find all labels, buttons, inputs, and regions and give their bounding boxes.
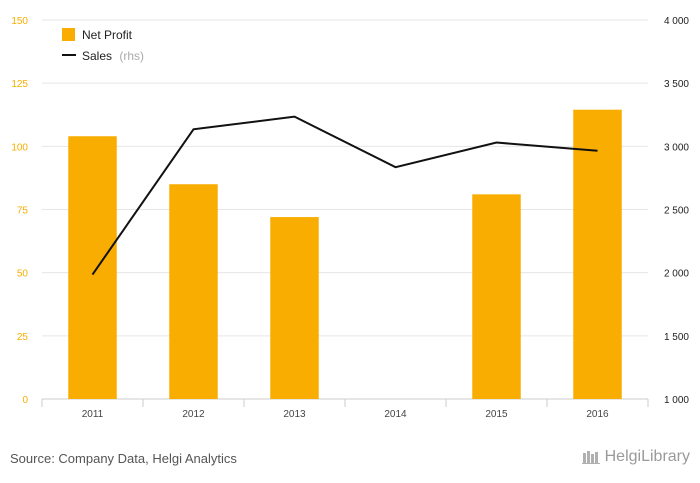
bar-series [68, 109, 622, 400]
logo-text: HelgiLibrary [604, 448, 690, 465]
right-axis: 1 000 1 500 2 000 2 500 3 000 3 500 4 000 [664, 16, 689, 406]
footer: Source: Company Data, Helgi Analytics He… [0, 440, 700, 483]
x-tick-label: 2015 [485, 409, 508, 420]
library-icon [581, 451, 600, 464]
left-axis: 0 25 50 75 100 125 150 [11, 16, 28, 406]
chart: 2011 2012 2013 2014 2015 2016 0 25 50 75 100 125 15… [11, 16, 689, 420]
x-tick-label: 2014 [384, 409, 407, 420]
legend: Net Profit Sales (rhs) [62, 28, 144, 63]
bar-net-profit [270, 217, 319, 399]
bar-net-profit [472, 194, 521, 399]
right-tick-label: 1 500 [664, 332, 689, 343]
right-tick-label: 3 000 [664, 142, 689, 153]
sales-line [91, 115, 598, 276]
legend-sales-suffix: (rhs) [119, 49, 144, 63]
left-tick-label: 25 [17, 332, 29, 343]
left-tick-label: 150 [11, 16, 28, 27]
x-tick-label: 2011 [82, 409, 104, 420]
left-tick-label: 75 [17, 206, 29, 217]
gridlines [42, 19, 648, 400]
x-axis: 2011 2012 2013 2014 2015 2016 [41, 399, 649, 420]
x-tick-label: 2016 [586, 409, 609, 420]
legend-label-sales: Sales (rhs) [82, 49, 144, 63]
left-tick-label: 125 [11, 79, 28, 90]
legend-sales-name: Sales [82, 49, 112, 63]
legend-swatch-net-profit [62, 28, 75, 41]
right-tick-label: 2 500 [664, 206, 689, 217]
bar-net-profit [68, 136, 117, 399]
x-tick-label: 2012 [182, 409, 205, 420]
right-tick-label: 2 000 [664, 269, 689, 280]
left-tick-label: 100 [11, 142, 28, 153]
bar-net-profit [169, 184, 218, 399]
right-tick-label: 1 000 [664, 395, 689, 406]
right-tick-label: 3 500 [664, 79, 689, 90]
legend-label-net-profit: Net Profit [82, 28, 133, 42]
left-tick-label: 50 [17, 269, 29, 280]
bar-net-profit [573, 109, 622, 400]
line-series [91, 115, 598, 276]
right-tick-label: 4 000 [664, 16, 689, 27]
helgi-library-logo[interactable]: HelgiLibrary [581, 448, 690, 466]
x-tick-label: 2013 [283, 409, 306, 420]
left-tick-label: 0 [22, 395, 28, 406]
source-note: Source: Company Data, Helgi Analytics [10, 451, 237, 466]
